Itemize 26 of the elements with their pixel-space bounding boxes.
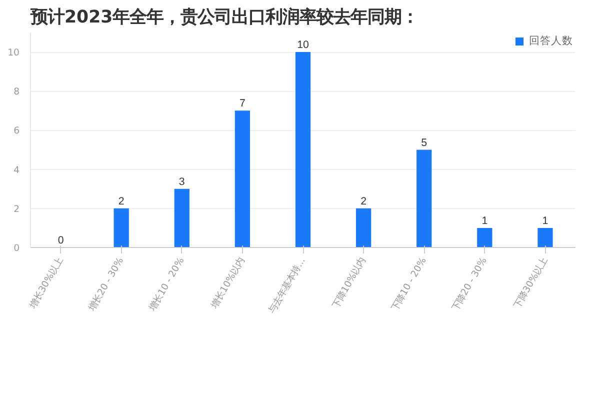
data-label: 3	[178, 176, 185, 188]
chart-title: 预计2023年全年，贵公司出口利润率较去年同期：	[30, 8, 419, 28]
bar	[356, 208, 372, 248]
bar	[538, 228, 553, 248]
bar	[234, 110, 250, 248]
data-label: 1	[482, 214, 488, 227]
bar	[477, 228, 492, 248]
data-label: 1	[542, 214, 548, 227]
y-tick-label: 4	[14, 164, 20, 176]
y-tick-label: 10	[8, 48, 20, 59]
data-label: 2	[360, 195, 367, 208]
data-label: 7	[239, 98, 246, 110]
bar	[416, 150, 432, 248]
data-label: 10	[297, 39, 309, 52]
y-tick-label: 8	[14, 86, 20, 98]
y-tick-label: 2	[14, 204, 20, 215]
y-tick-label: 6	[14, 126, 20, 137]
legend-label: 回答人数	[529, 34, 573, 48]
y-tick-label: 0	[14, 243, 20, 254]
bar	[114, 208, 129, 248]
data-label: 0	[58, 234, 64, 246]
data-label: 5	[421, 136, 428, 149]
data-label: 2	[118, 195, 124, 208]
bar	[174, 188, 190, 248]
x-tick-label: 与去年基本持...	[266, 256, 308, 316]
bar	[295, 52, 311, 248]
